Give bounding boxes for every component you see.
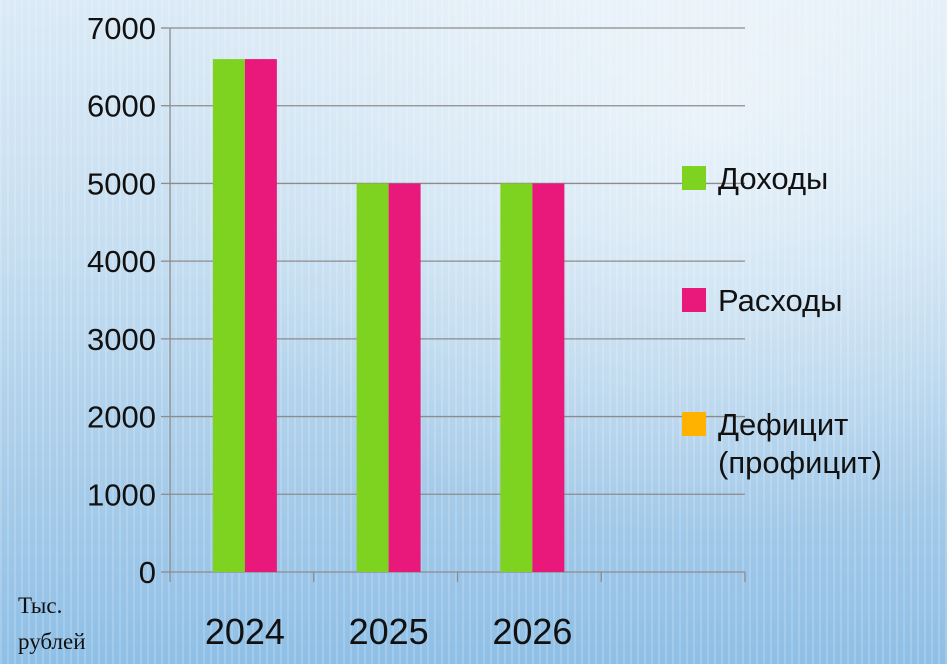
y-tick-label: 1000 bbox=[87, 477, 156, 512]
y-tick-label: 0 bbox=[139, 555, 156, 590]
legend-swatch-income bbox=[682, 166, 706, 190]
legend-label-expenses: Расходы bbox=[718, 283, 843, 318]
y-tick-labels: 0 1000 2000 3000 4000 5000 6000 7000 bbox=[87, 11, 156, 590]
axes bbox=[161, 27, 746, 582]
x-tick-labels: 2024 2025 2026 bbox=[205, 611, 573, 652]
y-unit-label: Тыс. рублей bbox=[18, 593, 86, 654]
legend-swatch-expenses bbox=[682, 288, 706, 312]
y-tick-label: 3000 bbox=[87, 322, 156, 357]
legend-label-deficit: Дефицит (профицит) bbox=[718, 407, 883, 480]
bar-2024-series-0 bbox=[212, 59, 245, 573]
y-tick-label: 7000 bbox=[87, 11, 156, 46]
x-tick-label: 2026 bbox=[492, 611, 572, 652]
bar-2026-series-1 bbox=[532, 183, 565, 572]
legend-label-income: Доходы bbox=[718, 161, 829, 196]
bar-2024-series-1 bbox=[244, 59, 277, 573]
bar-2025-series-1 bbox=[388, 183, 421, 572]
y-tick-label: 4000 bbox=[87, 244, 156, 279]
bar-2026-series-0 bbox=[500, 183, 533, 572]
x-tick-label: 2025 bbox=[349, 611, 429, 652]
bars bbox=[212, 59, 565, 573]
y-tick-label: 6000 bbox=[87, 89, 156, 124]
legend-item-expenses: Расходы bbox=[682, 282, 842, 320]
legend-item-income: Доходы bbox=[682, 160, 828, 198]
legend-item-deficit: Дефицит (профицит) bbox=[682, 406, 882, 482]
legend-swatch-deficit bbox=[682, 412, 706, 436]
y-tick-label: 5000 bbox=[87, 166, 156, 201]
bar-2025-series-0 bbox=[356, 183, 389, 572]
x-tick-label: 2024 bbox=[205, 611, 285, 652]
y-tick-label: 2000 bbox=[87, 400, 156, 435]
